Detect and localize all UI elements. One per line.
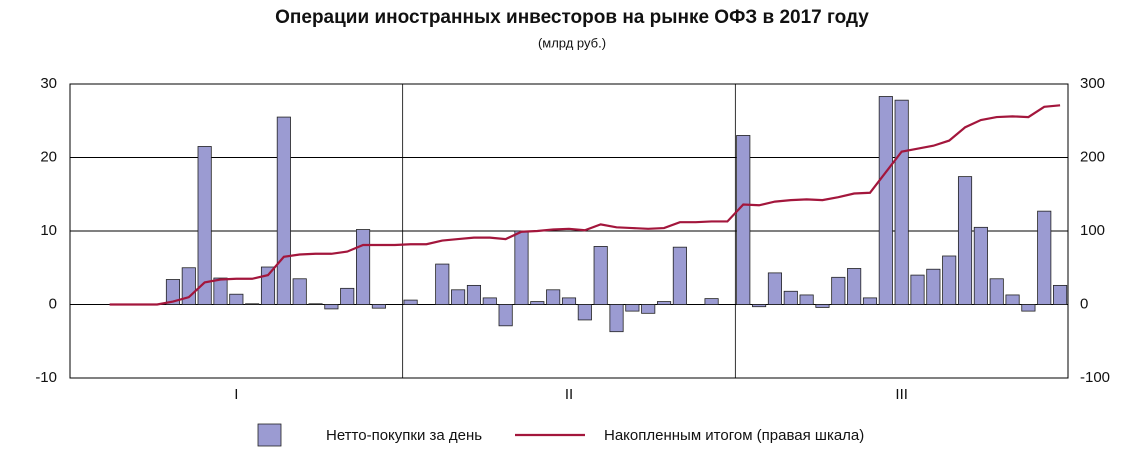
y-tick-label: 0 <box>49 295 57 312</box>
group-label: I <box>234 386 238 403</box>
y-tick-label: -10 <box>35 369 57 386</box>
bar <box>910 274 925 305</box>
y2-tick-label: -100 <box>1080 369 1110 386</box>
y2-tick-label: 0 <box>1080 295 1088 312</box>
bar <box>482 297 497 305</box>
bar <box>593 246 608 305</box>
y-tick-label: 20 <box>40 148 57 165</box>
bar <box>276 116 291 305</box>
bar <box>989 278 1004 305</box>
bar <box>862 297 878 305</box>
legend-label: Нетто-покупки за день <box>326 427 482 444</box>
legend-swatch <box>257 423 282 447</box>
bar <box>815 304 830 308</box>
bar <box>831 276 846 305</box>
bar <box>340 287 355 305</box>
bar <box>213 277 228 305</box>
bar <box>308 303 323 305</box>
bar <box>783 290 798 305</box>
bar <box>451 289 466 305</box>
bar <box>356 229 371 305</box>
bar <box>752 304 767 308</box>
bar <box>704 298 719 305</box>
bar <box>641 304 656 314</box>
bar <box>894 99 909 305</box>
bar <box>245 303 260 305</box>
legend-label: Накопленным итогом (правая шкала) <box>604 427 864 444</box>
bar <box>736 135 751 305</box>
bar <box>625 304 640 312</box>
bar <box>292 278 307 305</box>
chart-title: Операции иностранных инвесторов на рынке… <box>275 7 869 28</box>
bar <box>165 279 181 305</box>
bar <box>466 284 482 305</box>
y2-tick-label: 200 <box>1080 148 1105 165</box>
bar <box>498 304 513 327</box>
bar <box>324 304 339 310</box>
bar <box>973 226 988 305</box>
bar <box>926 268 941 305</box>
bar <box>435 263 450 305</box>
bar <box>371 304 386 309</box>
bar <box>1021 304 1036 312</box>
bar <box>197 146 212 305</box>
bar <box>530 301 545 305</box>
group-label: III <box>895 386 908 403</box>
line <box>109 104 1061 306</box>
bar <box>1037 210 1052 305</box>
bar <box>656 301 672 305</box>
bar <box>767 272 782 305</box>
bar <box>672 246 687 305</box>
bar <box>546 289 561 305</box>
bar <box>609 304 624 333</box>
bar <box>878 96 893 305</box>
bar <box>403 299 418 305</box>
plot-border <box>69 83 1069 379</box>
bar <box>577 304 592 321</box>
bar <box>229 293 244 305</box>
bar <box>957 176 973 305</box>
bar <box>260 266 276 305</box>
y-tick-label: 10 <box>40 222 57 239</box>
bar <box>847 268 862 305</box>
bar <box>1053 284 1068 305</box>
y2-tick-label: 300 <box>1080 75 1105 92</box>
y2-tick-label: 100 <box>1080 222 1105 239</box>
bar <box>942 255 957 305</box>
bar <box>799 294 814 305</box>
y-tick-label: 30 <box>40 75 57 92</box>
bar <box>1005 294 1020 305</box>
group-label: II <box>565 386 573 403</box>
chart-subtitle: (млрд руб.) <box>538 35 606 50</box>
bar <box>561 297 577 305</box>
bar <box>514 230 529 305</box>
